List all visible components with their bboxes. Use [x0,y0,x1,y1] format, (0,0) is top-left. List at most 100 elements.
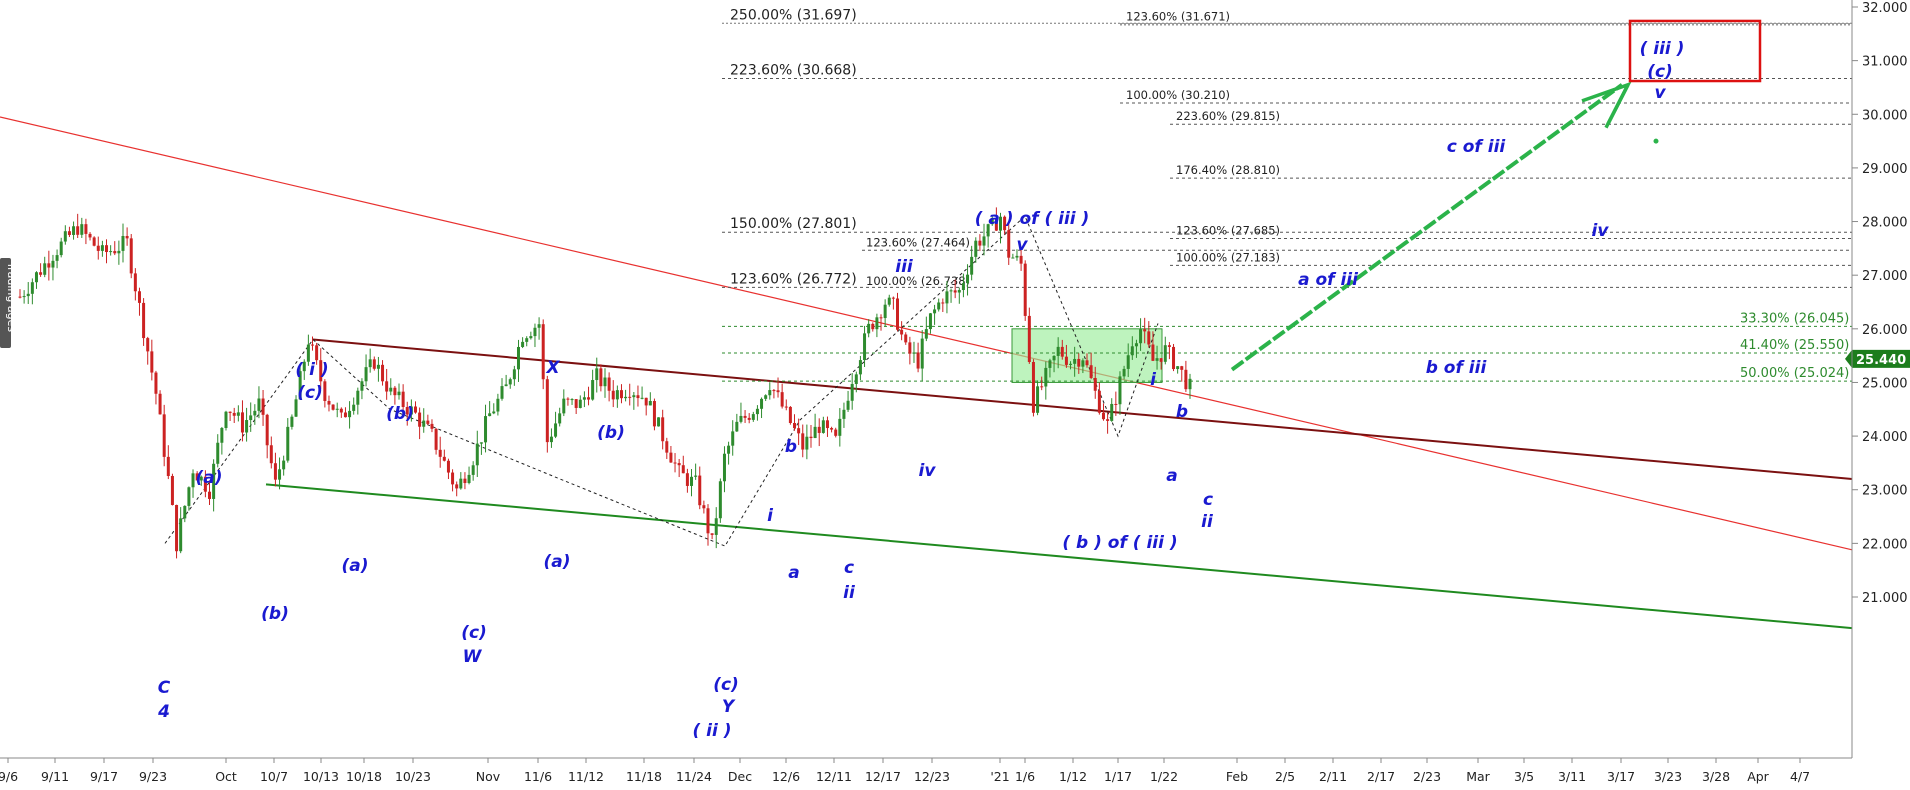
x-tick-label: 2/23 [1413,769,1441,784]
candle-body [1176,366,1180,370]
candle-body [714,518,718,535]
wave-label: a of iii [1298,270,1359,290]
x-tick-label: 12/17 [865,769,901,784]
candle-body [315,345,319,361]
candle-body [747,417,751,420]
candle-body [673,462,677,464]
candle-body [426,420,430,424]
wave-label: iv [919,461,937,481]
candle-body [904,334,908,343]
candle-body [784,406,788,408]
candle-body [867,323,871,334]
candle-body [500,386,504,399]
candle-body [652,401,656,427]
wave-label: 4 [157,702,170,722]
candle-body [67,231,71,235]
fibonacci-levels: 250.00% (31.697) 123.60% (31.671) 223.60% … [722,7,1852,382]
candle-body [249,415,253,421]
candle-body [908,342,912,354]
candle-body [801,433,805,450]
candle-body [603,377,607,387]
fib-label: 123.60% (26.772) [730,271,857,287]
candle-body [1188,378,1192,390]
candle-body [434,428,438,450]
candle-body [455,484,459,489]
candle-body [63,231,67,242]
x-tick-label: 9/6 [0,769,18,784]
x-tick-label: 10/23 [395,769,431,784]
candle-body [690,476,694,486]
wave-label: c [844,558,854,578]
candle-body [900,329,904,335]
candle-body [129,238,133,274]
candle-body [393,387,397,396]
wave-label: ( ii ) [692,721,731,741]
candle-body [665,441,669,453]
candle-body [1064,356,1068,365]
candle-body [479,442,483,444]
candle-body [430,423,434,429]
candle-body [191,473,195,488]
candle-body [1019,255,1023,264]
fib-label: 123.60% (27.685) [1176,223,1280,237]
side-tab-bg[interactable] [0,258,11,348]
candle-body [558,413,562,424]
candle-body [512,369,516,380]
candle-body [562,398,566,414]
candle-body [1015,255,1019,258]
x-tick-label: 9/11 [41,769,69,784]
candle-body [916,352,920,369]
candle-body [669,452,673,463]
x-tick-label: '21 [990,769,1009,784]
candle-body [306,344,310,362]
candle-body [871,323,875,330]
candle-body [278,469,282,480]
wave-label: a [1166,466,1177,486]
y-tick-label: 28.000 [1862,216,1908,231]
candle-body [990,217,994,225]
candle-body [212,463,216,499]
x-tick-label: 12/6 [772,769,800,784]
candle-body [51,260,55,268]
x-axis: 9/6 9/11 9/17 9/23 Oct 10/7 10/13 10/18 10/23 Nov… [0,757,1852,784]
candle-body [966,274,970,284]
projection-arrowhead [1581,81,1632,129]
fib-label: 150.00% (27.801) [730,216,857,232]
wave-label: b of iii [1426,358,1488,378]
candle-body [261,398,265,415]
candle-body [982,236,986,246]
wave-label: c [1203,490,1213,510]
candle-body [636,395,640,399]
wave-zigzag [164,215,1159,547]
candle-body [780,392,784,407]
candle-body [117,250,121,254]
wave-label: (a) [195,468,222,488]
candle-body [776,390,780,393]
x-tick-label: 9/23 [139,769,167,784]
projection-arrowhead-b [1606,83,1630,125]
candle-body [978,240,982,246]
candle-body [224,411,228,429]
side-tab[interactable]: Trading ages [0,258,18,348]
wave-label: (c) [461,623,487,643]
candle-body [484,416,488,443]
candle-body [150,351,154,373]
candle-body [1130,346,1134,356]
candle-body [1060,346,1064,357]
candle-body [1139,329,1143,344]
candle-body [1180,366,1184,370]
candle-body [55,255,59,261]
fib-label: 176.40% (28.810) [1176,163,1280,177]
upper-channel-line [312,338,1853,480]
y-axis: 21.000 22.000 23.000 24.000 25.000 26.000 27.0… [1851,0,1908,758]
candle-body [76,226,80,235]
candle-body [793,423,797,429]
candle-body [113,251,117,254]
x-tick-label: 11/18 [626,769,662,784]
candle-body [846,400,850,410]
candle-body [624,396,628,399]
candle-body [554,423,558,437]
candle-body [628,396,632,398]
candle-body [1143,329,1147,332]
